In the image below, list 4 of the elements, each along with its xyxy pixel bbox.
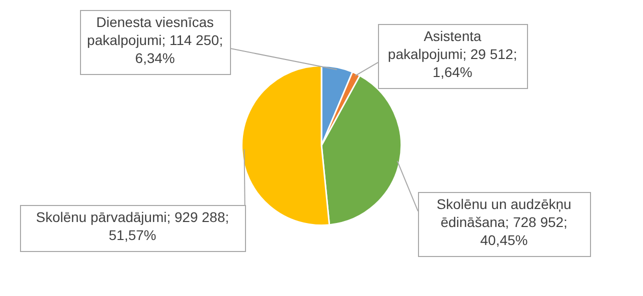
- slice-label: Skolēnu pārvadājumi; 929 288; 51,57%: [36, 208, 230, 243]
- slice-label: Asistenta pakalpojumi; 29 512; 1,64%: [388, 28, 518, 80]
- slice-label: Dienesta viesnīcas pakalpojumi; 114 250; 6,34%: [87, 14, 223, 66]
- slice-label: Skolēnu un audzēkņu ēdināšana; 728 952; 40,45%: [436, 196, 572, 248]
